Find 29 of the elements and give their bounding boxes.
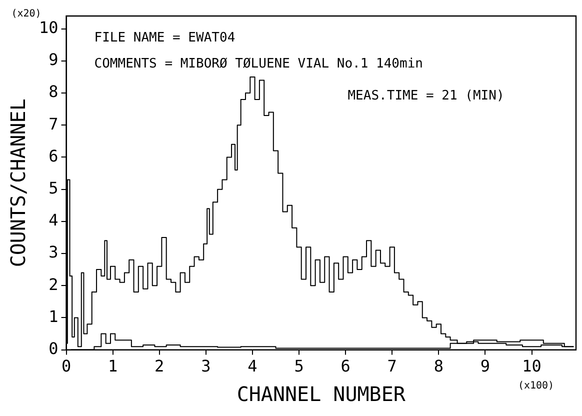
- y-tick-label: 6: [48, 146, 58, 166]
- y-tick-label: 10: [39, 18, 58, 37]
- y-tick-label: 0: [48, 338, 58, 358]
- x-tick-label: 4: [248, 356, 258, 376]
- x-tick-label: 1: [108, 356, 118, 376]
- y-axis-title: COUNTS/CHANNEL: [6, 98, 30, 268]
- y-tick-label: 2: [48, 274, 58, 294]
- y-tick-label: 4: [48, 210, 58, 230]
- text: (x20): [11, 8, 42, 20]
- x-tick-label: 7: [387, 356, 397, 376]
- x-tick-label: 2: [154, 356, 164, 376]
- x-tick-label: 5: [294, 356, 304, 376]
- y-tick-label: 1: [48, 306, 58, 326]
- annotation: COMMENTS = MIBORØ TØLUENE VIAL No.1 140min: [94, 56, 423, 72]
- y-tick-label: 7: [48, 114, 58, 134]
- x-tick-label: 9: [480, 356, 490, 376]
- x-tick-label: 6: [340, 356, 350, 376]
- annotation: MEAS.TIME = 21 (MIN): [348, 88, 504, 104]
- x-axis-title: CHANNEL NUMBER: [236, 382, 406, 406]
- x-tick-label: 8: [434, 356, 444, 376]
- y-tick-label: 5: [48, 178, 58, 198]
- x-tick-label: 0: [61, 356, 72, 376]
- y-tick-label: 9: [48, 50, 58, 70]
- y-tick-label: 8: [48, 82, 58, 102]
- y-tick-label: 3: [48, 242, 58, 262]
- x-tick-label: 3: [201, 356, 211, 376]
- x-tick-label: 10: [522, 356, 542, 376]
- text: (x100): [518, 380, 554, 392]
- annotation: FILE NAME = EWAT04: [94, 30, 236, 46]
